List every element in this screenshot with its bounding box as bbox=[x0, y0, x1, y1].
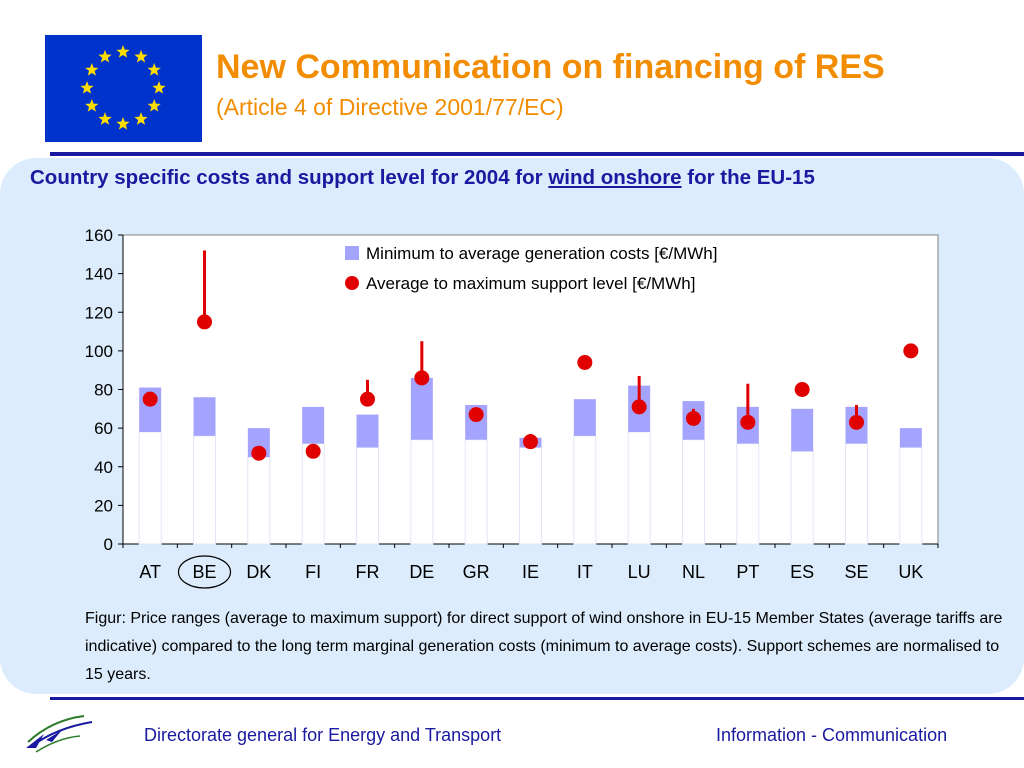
highlight-ellipse bbox=[177, 555, 232, 589]
support-average-point bbox=[251, 445, 267, 461]
legend-swatch-point bbox=[345, 276, 359, 290]
y-tick-label: 120 bbox=[85, 303, 113, 322]
x-tick-label: FR bbox=[356, 562, 380, 582]
flag-star-icon bbox=[134, 49, 148, 63]
y-tick-label: 160 bbox=[85, 226, 113, 245]
support-average-point bbox=[631, 399, 647, 415]
support-average-point bbox=[414, 370, 430, 386]
support-average-point bbox=[197, 314, 212, 330]
flag-star-icon bbox=[80, 81, 94, 94]
cost-range-bar bbox=[356, 414, 379, 448]
support-average-point bbox=[468, 407, 484, 423]
x-tick-label: LU bbox=[628, 562, 651, 582]
x-tick-label: SE bbox=[844, 562, 868, 582]
support-average-point bbox=[577, 354, 593, 370]
bar-base bbox=[464, 439, 488, 545]
y-tick-label: 140 bbox=[85, 265, 113, 284]
support-average-point bbox=[849, 414, 864, 430]
support-average-point bbox=[360, 391, 375, 407]
legend-swatch-bar bbox=[345, 246, 359, 260]
heading-emphasis: wind onshore bbox=[548, 166, 682, 189]
chart-heading: Country specific costs and support level… bbox=[30, 166, 1020, 190]
cost-range-bar bbox=[573, 399, 596, 436]
chart-svg: 0 20 40 60 80 100 120 140 160 AT BE DK FI FR DE GR IE IT L… bbox=[85, 226, 939, 589]
bar-base bbox=[627, 431, 651, 545]
page-title: New Communication on financing of RES bbox=[216, 48, 885, 86]
cost-range-bar bbox=[791, 408, 814, 452]
bottom-divider bbox=[50, 697, 1024, 700]
footer-section: Information - Communication bbox=[716, 725, 948, 745]
bar-base bbox=[790, 450, 814, 545]
support-average-point bbox=[142, 391, 158, 407]
bar-base bbox=[356, 446, 379, 545]
flag-star-icon bbox=[85, 63, 99, 76]
bar-base bbox=[845, 443, 868, 545]
figure-caption: Figur: Price ranges (average to maximum … bbox=[85, 610, 1003, 683]
cost-range-bar bbox=[410, 377, 433, 440]
bar-base bbox=[519, 446, 542, 545]
support-average-point bbox=[523, 434, 538, 450]
flag-star-icon bbox=[85, 99, 99, 112]
x-tick-label: AT bbox=[139, 562, 161, 582]
bar-base bbox=[736, 443, 760, 545]
legend-label: Minimum to average generation costs [€/M… bbox=[366, 244, 717, 263]
flag-star-icon bbox=[134, 112, 148, 125]
x-tick-label: GR bbox=[463, 562, 490, 582]
bar-base bbox=[682, 439, 705, 545]
top-divider bbox=[50, 152, 1024, 156]
bar-base bbox=[138, 431, 162, 545]
x-tick-label: FI bbox=[305, 562, 321, 582]
cost-range-bar bbox=[899, 428, 922, 448]
cost-range-bar bbox=[193, 397, 216, 436]
flag-star-icon bbox=[147, 99, 161, 112]
y-tick-label: 40 bbox=[94, 458, 113, 477]
support-average-point bbox=[740, 414, 756, 430]
heading-prefix: Country specific costs and support level… bbox=[30, 166, 549, 189]
x-tick-label: PT bbox=[736, 562, 759, 582]
flag-star-icon bbox=[116, 117, 130, 130]
eu-flag-icon bbox=[45, 35, 202, 142]
y-tick-label: 60 bbox=[94, 419, 113, 438]
dg-tren-logo-icon bbox=[22, 712, 102, 761]
y-tick-label: 80 bbox=[94, 381, 113, 400]
flag-star-icon bbox=[98, 49, 112, 63]
bar-base bbox=[899, 446, 923, 545]
bar-base bbox=[193, 435, 216, 545]
x-tick-label: DE bbox=[409, 562, 434, 582]
flag-star-icon bbox=[152, 81, 166, 94]
eu-flag-stars bbox=[80, 45, 166, 130]
support-average-point bbox=[305, 443, 321, 459]
x-tick-label: ES bbox=[790, 562, 814, 582]
bar-base bbox=[410, 439, 434, 545]
cost-range-bar bbox=[302, 406, 325, 444]
support-average-point bbox=[903, 343, 919, 359]
legend-label: Average to maximum support level [€/MWh] bbox=[366, 274, 695, 293]
x-tick-label: IT bbox=[577, 562, 593, 582]
chart: 0 20 40 60 80 100 120 140 160 AT BE DK FI FR DE GR IE IT L… bbox=[50, 220, 950, 600]
heading-suffix: for the EU-15 bbox=[681, 166, 815, 189]
bar-base bbox=[247, 456, 271, 545]
support-average-point bbox=[686, 410, 701, 426]
support-average-point bbox=[794, 382, 810, 397]
bar-base bbox=[573, 435, 597, 545]
page-subtitle: (Article 4 of Directive 2001/77/EC) bbox=[216, 94, 564, 120]
flag-star-icon bbox=[116, 45, 130, 58]
flag-star-icon bbox=[98, 112, 112, 125]
y-tick-label: 20 bbox=[94, 496, 113, 515]
flag-star-icon bbox=[147, 63, 161, 76]
x-tick-label: IE bbox=[522, 562, 539, 582]
x-tick-label: BE bbox=[192, 562, 216, 582]
x-tick-label: DK bbox=[246, 562, 271, 582]
y-tick-label: 0 bbox=[104, 535, 113, 554]
footer-directorate: Directorate general for Energy and Trans… bbox=[144, 725, 502, 745]
x-tick-label: UK bbox=[898, 562, 923, 582]
x-tick-label: NL bbox=[682, 562, 705, 582]
y-tick-label: 100 bbox=[85, 342, 113, 361]
